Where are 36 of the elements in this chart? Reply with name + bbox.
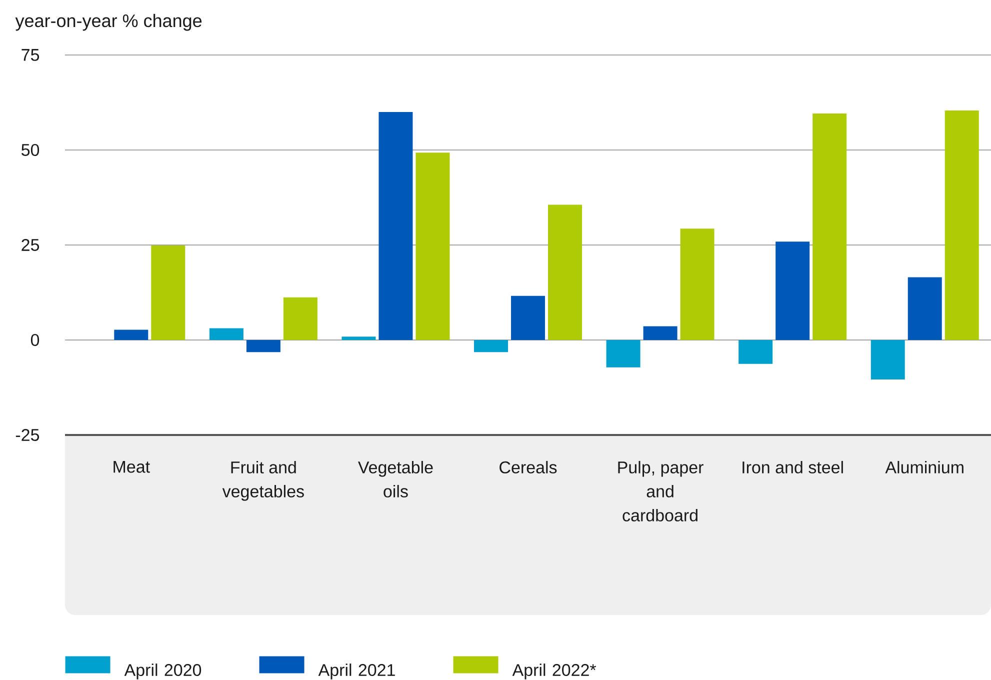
y-tick-label: 75: [22, 49, 40, 61]
y-tick-label: 25: [22, 238, 40, 252]
bar: [114, 330, 148, 340]
bar: [606, 340, 640, 368]
bar: [738, 340, 773, 364]
bar: [209, 328, 244, 340]
x-tick-label: Aluminium: [885, 460, 964, 474]
y-tick-label: 0: [30, 334, 40, 346]
x-tick-label: Fruit and vegetables: [222, 460, 304, 501]
legend-label: April 2021: [318, 664, 395, 680]
bar: [680, 228, 714, 340]
x-tick-label: Cereals: [500, 460, 557, 474]
y-axis-title: year-on-year % change: [15, 14, 202, 31]
bar: [643, 326, 678, 340]
bar: [246, 340, 280, 352]
x-tick-label: Iron and steel: [742, 460, 843, 474]
bar: [151, 245, 186, 340]
x-tick-label: Pulp, paper and cardboard: [618, 460, 704, 522]
y-tick-label: -25: [16, 428, 40, 442]
x-tick-label: Vegetable oils: [358, 460, 433, 498]
legend-label: April 2020: [124, 664, 202, 680]
bar: [776, 242, 810, 340]
bar: [342, 336, 376, 340]
bar: [908, 277, 942, 340]
bar: [511, 296, 546, 340]
bar: [378, 112, 413, 340]
bar: [416, 152, 450, 340]
bar: [474, 340, 508, 352]
y-tick-label: 50: [22, 144, 40, 156]
bar: [812, 114, 847, 340]
bar: [548, 204, 582, 340]
bar: [944, 110, 979, 340]
x-tick-label: Meat: [114, 460, 150, 473]
bar: [870, 340, 905, 380]
legend-label: April 2022*: [512, 664, 596, 680]
bar: [283, 297, 318, 340]
